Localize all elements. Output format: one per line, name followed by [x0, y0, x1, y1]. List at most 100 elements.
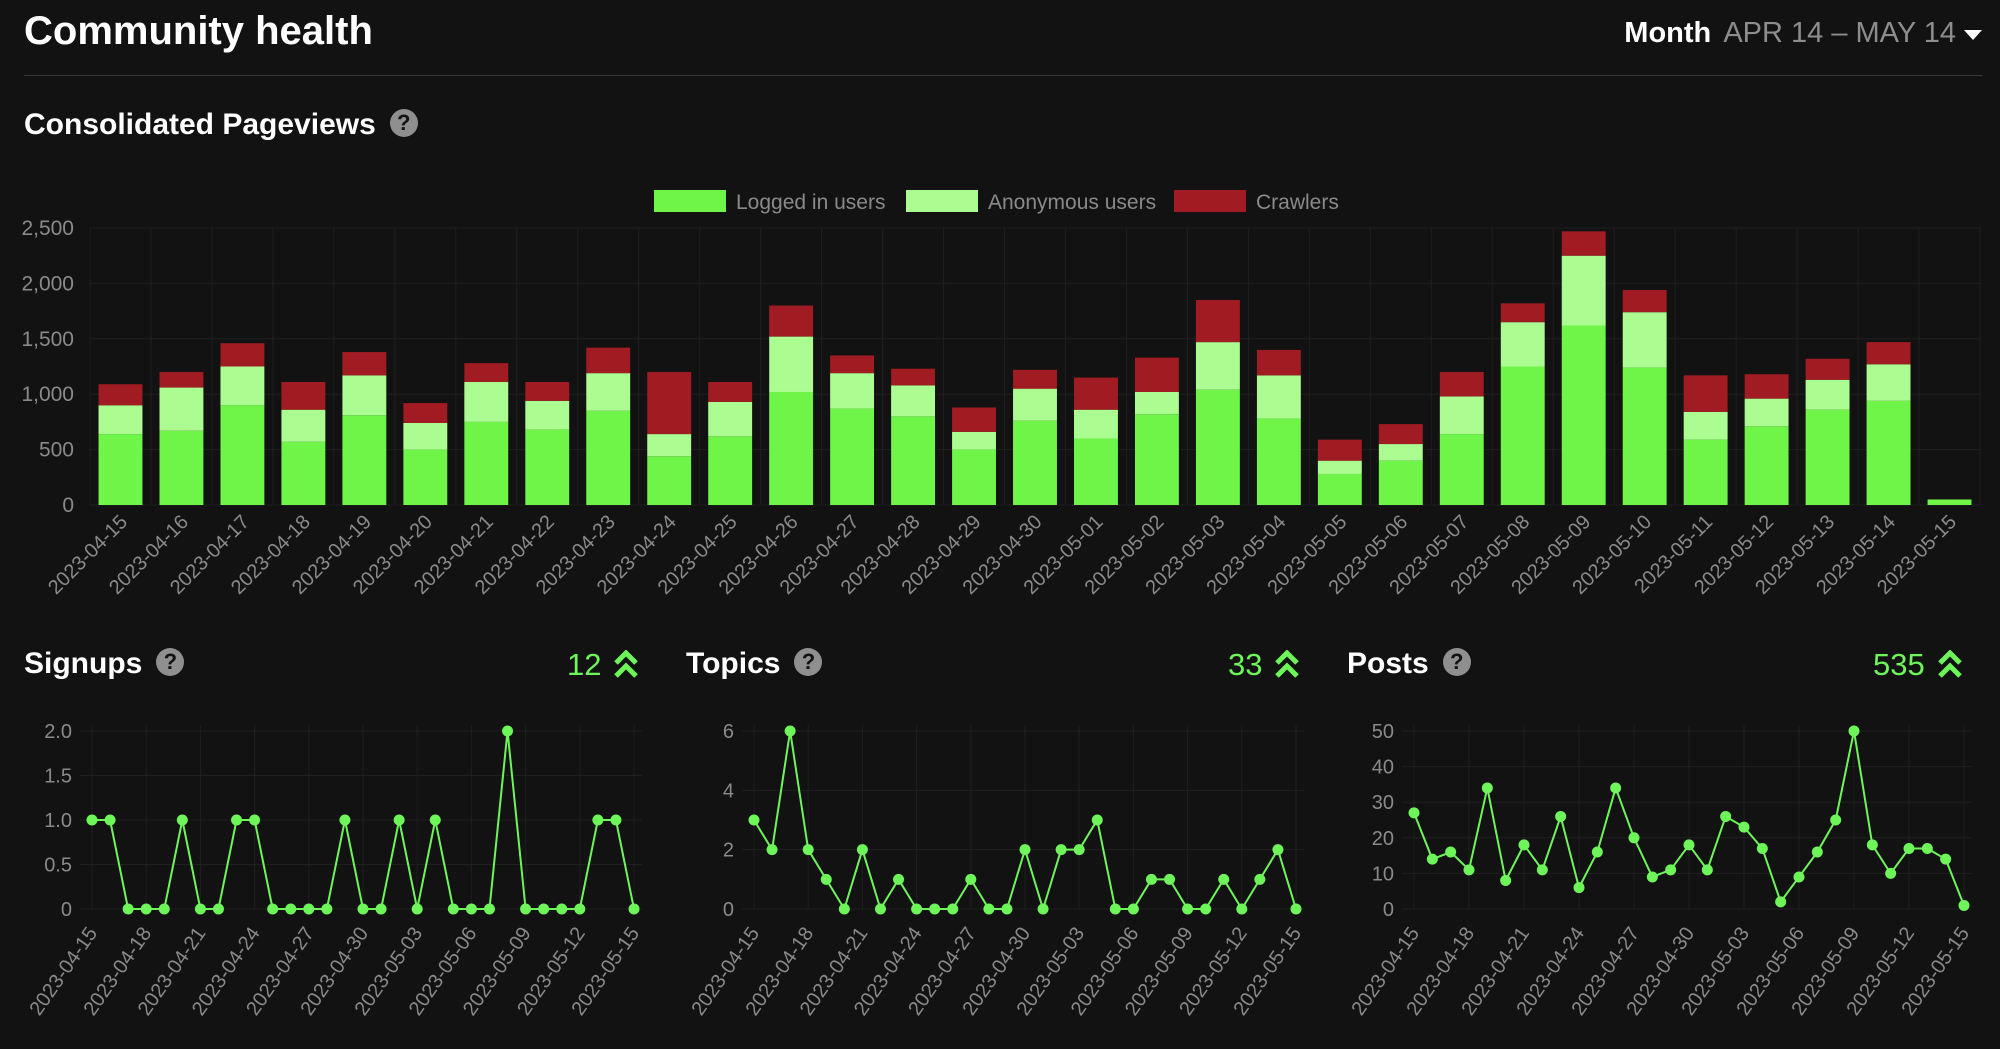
bar-segment[interactable] — [1013, 388, 1057, 421]
bar-segment[interactable] — [1744, 398, 1789, 427]
data-point[interactable] — [1885, 867, 1897, 879]
data-point[interactable] — [1254, 873, 1266, 885]
bar-segment[interactable] — [1378, 460, 1423, 505]
data-point[interactable] — [1109, 903, 1121, 915]
bar-segment[interactable] — [1683, 375, 1728, 412]
data-point[interactable] — [1536, 864, 1548, 876]
data-point[interactable] — [1591, 846, 1603, 858]
bar-segment[interactable] — [1500, 322, 1545, 367]
data-point[interactable] — [122, 903, 134, 915]
data-point[interactable] — [1756, 842, 1768, 854]
bar-segment[interactable] — [1683, 439, 1728, 505]
bar-segment[interactable] — [1317, 439, 1362, 461]
data-point[interactable] — [502, 725, 514, 737]
bar-segment[interactable] — [1195, 300, 1240, 343]
bar-segment[interactable] — [403, 423, 448, 450]
data-point[interactable] — [893, 873, 905, 885]
bar-segment[interactable] — [1378, 444, 1423, 461]
bar-segment[interactable] — [220, 343, 265, 367]
bar-segment[interactable] — [1866, 364, 1911, 401]
bar-segment[interactable] — [1866, 342, 1911, 365]
data-point[interactable] — [556, 903, 568, 915]
data-point[interactable] — [267, 903, 279, 915]
data-point[interactable] — [1200, 903, 1212, 915]
bar-segment[interactable] — [647, 434, 692, 457]
bar-segment[interactable] — [708, 382, 753, 402]
bar-segment[interactable] — [464, 421, 509, 505]
bar-segment[interactable] — [891, 368, 936, 386]
bar-segment[interactable] — [464, 382, 509, 422]
bar-segment[interactable] — [159, 387, 204, 431]
legend-swatch[interactable] — [1174, 190, 1246, 212]
data-point[interactable] — [429, 814, 441, 826]
data-point[interactable] — [1775, 896, 1787, 908]
bar-segment[interactable] — [1805, 409, 1850, 505]
data-point[interactable] — [1518, 839, 1530, 851]
data-point[interactable] — [1445, 846, 1457, 858]
data-point[interactable] — [574, 903, 586, 915]
data-point[interactable] — [1683, 839, 1695, 851]
data-point[interactable] — [1055, 844, 1067, 856]
legend-label[interactable]: Crawlers — [1256, 191, 1339, 214]
data-point[interactable] — [483, 903, 495, 915]
data-point[interactable] — [1610, 782, 1622, 794]
bar-segment[interactable] — [1744, 374, 1789, 399]
bar-segment[interactable] — [342, 415, 387, 505]
data-point[interactable] — [140, 903, 152, 915]
data-point[interactable] — [1145, 873, 1157, 885]
data-point[interactable] — [947, 903, 959, 915]
bar-segment[interactable] — [1744, 426, 1789, 505]
bar-segment[interactable] — [1683, 411, 1728, 440]
bar-segment[interactable] — [220, 366, 265, 406]
bar-segment[interactable] — [1074, 409, 1118, 439]
bar-segment[interactable] — [1622, 367, 1667, 505]
bar-segment[interactable] — [1013, 420, 1057, 505]
bar-segment[interactable] — [586, 410, 631, 505]
bar-segment[interactable] — [342, 352, 387, 376]
bar-segment[interactable] — [1317, 473, 1362, 505]
data-point[interactable] — [1481, 782, 1493, 794]
bar-segment[interactable] — [586, 347, 631, 374]
data-point[interactable] — [1958, 899, 1970, 911]
data-point[interactable] — [538, 903, 550, 915]
data-point[interactable] — [628, 903, 640, 915]
data-point[interactable] — [856, 844, 868, 856]
data-point[interactable] — [303, 903, 315, 915]
bar-segment[interactable] — [98, 434, 143, 505]
data-point[interactable] — [1019, 844, 1031, 856]
bar-segment[interactable] — [1074, 438, 1118, 505]
bar-segment[interactable] — [525, 400, 570, 430]
data-point[interactable] — [1426, 853, 1438, 865]
bar-segment[interactable] — [281, 441, 326, 505]
bar-segment[interactable] — [891, 385, 936, 417]
data-point[interactable] — [212, 903, 224, 915]
data-point[interactable] — [911, 903, 923, 915]
bar-segment[interactable] — [464, 363, 509, 383]
data-point[interactable] — [965, 873, 977, 885]
data-point[interactable] — [194, 903, 206, 915]
bar-segment[interactable] — [647, 372, 692, 435]
bar-segment[interactable] — [891, 416, 936, 505]
data-point[interactable] — [1573, 882, 1585, 894]
bar-segment[interactable] — [952, 449, 996, 505]
bar-segment[interactable] — [1317, 460, 1362, 474]
data-point[interactable] — [838, 903, 850, 915]
bar-segment[interactable] — [952, 431, 996, 450]
data-point[interactable] — [1866, 839, 1878, 851]
data-point[interactable] — [1290, 903, 1302, 915]
data-point[interactable] — [784, 725, 796, 737]
bar-segment[interactable] — [1927, 499, 1972, 505]
data-point[interactable] — [1408, 807, 1420, 819]
bar-segment[interactable] — [1195, 342, 1240, 390]
data-point[interactable] — [375, 903, 387, 915]
bar-segment[interactable] — [281, 382, 326, 410]
data-point[interactable] — [357, 903, 369, 915]
bar-segment[interactable] — [525, 429, 570, 505]
bar-segment[interactable] — [1439, 396, 1484, 435]
data-point[interactable] — [929, 903, 941, 915]
data-point[interactable] — [1738, 821, 1750, 833]
data-point[interactable] — [1272, 844, 1284, 856]
data-point[interactable] — [1164, 873, 1176, 885]
bar-segment[interactable] — [1805, 379, 1850, 410]
data-point[interactable] — [1793, 871, 1805, 883]
